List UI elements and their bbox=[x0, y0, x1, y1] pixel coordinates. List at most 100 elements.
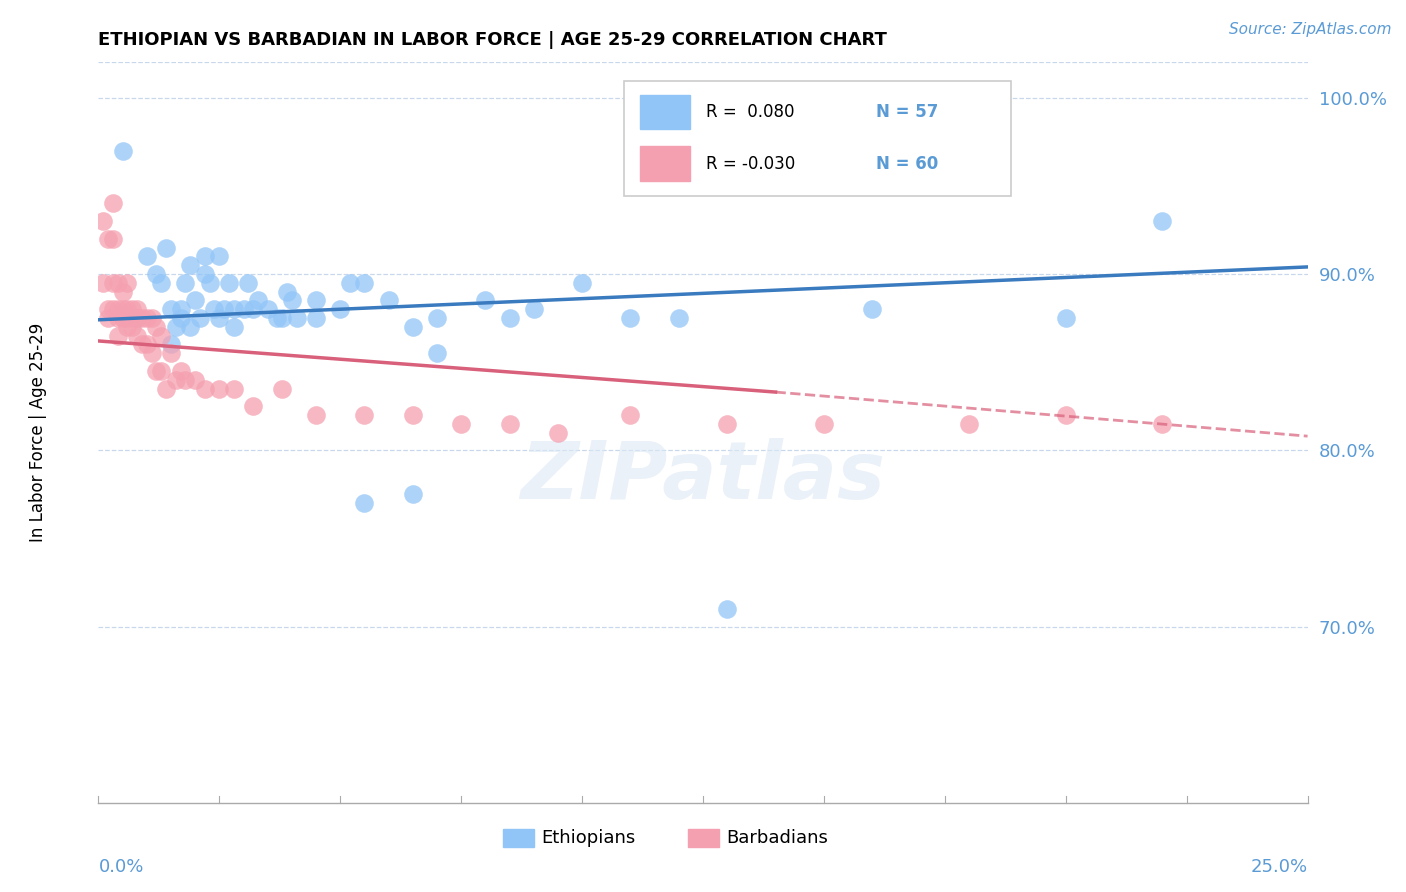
Point bbox=[107, 276, 129, 290]
Point bbox=[121, 319, 143, 334]
Point bbox=[184, 373, 207, 387]
Point bbox=[547, 425, 569, 440]
Point bbox=[266, 311, 288, 326]
Point bbox=[716, 602, 738, 616]
Point bbox=[121, 302, 143, 317]
Text: In Labor Force | Age 25-29: In Labor Force | Age 25-29 bbox=[30, 323, 46, 542]
Text: Barbadians: Barbadians bbox=[725, 830, 828, 847]
Point bbox=[117, 302, 139, 317]
Point bbox=[498, 311, 520, 326]
Point bbox=[97, 232, 120, 246]
Point bbox=[169, 311, 191, 326]
Point bbox=[305, 293, 328, 308]
Point bbox=[111, 311, 134, 326]
Text: Source: ZipAtlas.com: Source: ZipAtlas.com bbox=[1229, 22, 1392, 37]
Point bbox=[160, 346, 183, 360]
Point bbox=[1054, 408, 1077, 422]
Point bbox=[198, 276, 221, 290]
Point bbox=[305, 408, 328, 422]
Point bbox=[247, 293, 270, 308]
Point bbox=[131, 311, 153, 326]
Point bbox=[329, 302, 352, 317]
Point bbox=[619, 408, 641, 422]
Point bbox=[141, 346, 163, 360]
Point bbox=[135, 311, 157, 326]
Point bbox=[450, 417, 472, 431]
Text: ETHIOPIAN VS BARBADIAN IN LABOR FORCE | AGE 25-29 CORRELATION CHART: ETHIOPIAN VS BARBADIAN IN LABOR FORCE | … bbox=[98, 31, 887, 49]
Point bbox=[222, 302, 245, 317]
Point bbox=[91, 214, 114, 228]
Point bbox=[402, 487, 425, 501]
Point bbox=[127, 311, 149, 326]
Point bbox=[474, 293, 496, 308]
Point bbox=[353, 408, 375, 422]
Point bbox=[377, 293, 399, 308]
Point bbox=[860, 302, 883, 317]
Point bbox=[141, 311, 163, 326]
Point bbox=[101, 232, 124, 246]
Point bbox=[101, 196, 124, 211]
Point bbox=[285, 311, 308, 326]
Point bbox=[174, 276, 197, 290]
Point bbox=[194, 382, 217, 396]
Point bbox=[101, 276, 124, 290]
Bar bbox=[689, 829, 718, 847]
Point bbox=[111, 285, 134, 299]
Point bbox=[1152, 417, 1174, 431]
Point bbox=[402, 408, 425, 422]
Point bbox=[111, 311, 134, 326]
Point bbox=[135, 249, 157, 263]
Point bbox=[813, 417, 835, 431]
Point bbox=[232, 302, 254, 317]
Text: ZIPatlas: ZIPatlas bbox=[520, 438, 886, 516]
Point bbox=[571, 276, 593, 290]
Point bbox=[160, 337, 183, 351]
Point bbox=[212, 302, 235, 317]
Point bbox=[107, 311, 129, 326]
Point bbox=[242, 399, 264, 413]
Point bbox=[305, 311, 328, 326]
Point bbox=[107, 302, 129, 317]
Point bbox=[179, 258, 201, 272]
Point bbox=[117, 311, 139, 326]
Point bbox=[194, 267, 217, 281]
Bar bbox=[503, 829, 534, 847]
Point bbox=[155, 240, 177, 254]
Point bbox=[426, 346, 449, 360]
Point bbox=[242, 302, 264, 317]
Point bbox=[716, 417, 738, 431]
Point bbox=[179, 319, 201, 334]
Point bbox=[238, 276, 260, 290]
Point bbox=[353, 496, 375, 510]
Point bbox=[111, 144, 134, 158]
Point bbox=[174, 373, 197, 387]
Point bbox=[1054, 311, 1077, 326]
Point bbox=[127, 311, 149, 326]
Point bbox=[165, 373, 187, 387]
Point bbox=[281, 293, 304, 308]
Text: Ethiopians: Ethiopians bbox=[541, 830, 636, 847]
Point bbox=[127, 328, 149, 343]
Point bbox=[127, 302, 149, 317]
Point bbox=[111, 302, 134, 317]
Point bbox=[97, 302, 120, 317]
Point bbox=[256, 302, 278, 317]
Point bbox=[619, 311, 641, 326]
Point bbox=[222, 319, 245, 334]
Point bbox=[194, 249, 217, 263]
Point bbox=[204, 302, 226, 317]
Point bbox=[271, 311, 294, 326]
Point bbox=[222, 382, 245, 396]
Point bbox=[184, 293, 207, 308]
Point bbox=[150, 328, 173, 343]
Point bbox=[97, 311, 120, 326]
Point bbox=[523, 302, 546, 317]
Point bbox=[145, 267, 167, 281]
Point bbox=[165, 319, 187, 334]
Point bbox=[498, 417, 520, 431]
Point bbox=[276, 285, 298, 299]
Text: 25.0%: 25.0% bbox=[1250, 858, 1308, 876]
Point bbox=[117, 319, 139, 334]
Point bbox=[131, 337, 153, 351]
Point bbox=[402, 319, 425, 334]
